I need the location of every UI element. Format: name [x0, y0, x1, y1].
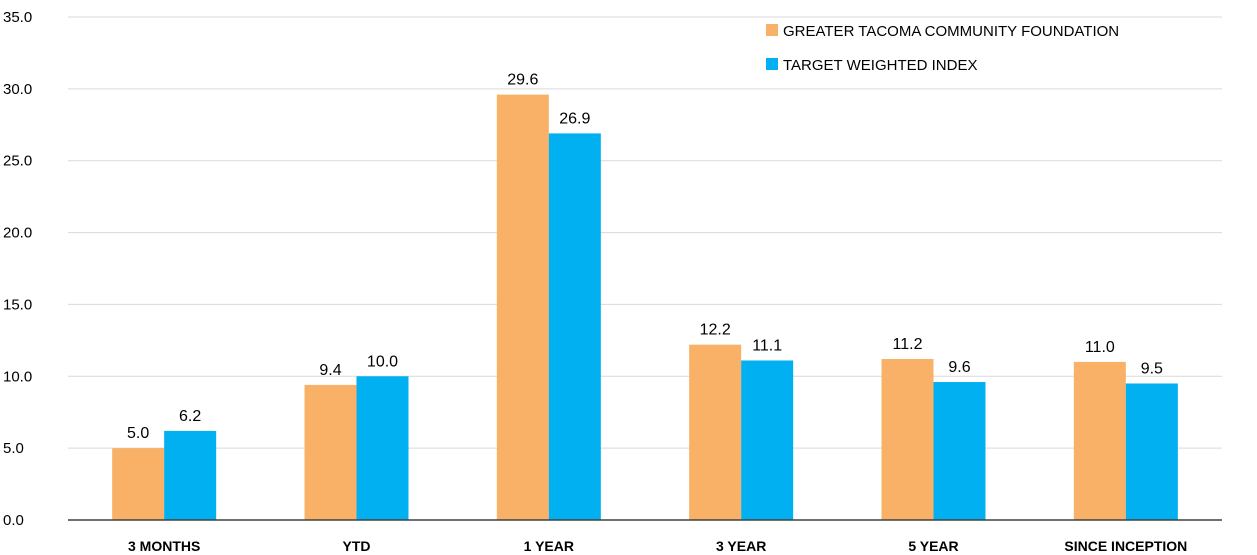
data-label: 10.0: [367, 353, 398, 370]
legend: GREATER TACOMA COMMUNITY FOUNDATION TARGE…: [766, 23, 1119, 74]
bar: [689, 344, 742, 520]
y-tick-label: 5.0: [3, 440, 24, 457]
y-tick-label: 35.0: [3, 9, 32, 26]
data-label: 9.4: [319, 362, 341, 379]
data-label: 29.6: [507, 72, 538, 89]
data-label: 11.0: [1085, 339, 1115, 356]
x-category-label: 1 YEAR: [524, 538, 574, 554]
bar: [304, 384, 357, 520]
y-tick-label: 25.0: [3, 153, 32, 170]
data-label: 11.2: [893, 336, 923, 353]
bar: [356, 376, 409, 520]
bar: [741, 360, 794, 520]
data-labels: 5.0 6.2 9.4 10.0 29.6 26.9 12.2 11.1 11.2 9.6 11.0…: [127, 72, 1163, 443]
legend-swatch: [766, 58, 778, 70]
bar: [1073, 361, 1126, 520]
x-category-label: 3 YEAR: [716, 538, 766, 554]
gridlines: [68, 16, 1222, 521]
bars: [112, 94, 1178, 520]
data-label: 5.0: [127, 425, 149, 442]
data-label: 12.2: [700, 322, 731, 339]
x-axis: 3 MONTHS YTD 1 YEAR 3 YEAR 5 YEAR SINCE INCEP…: [68, 519, 1222, 554]
y-tick-label: 0.0: [3, 512, 24, 529]
legend-label: TARGET WEIGHTED INDEX: [783, 57, 977, 74]
x-category-label: SINCE INCEPTION: [1064, 538, 1187, 554]
y-axis: 0.0 5.0 10.0 15.0 20.0 25.0 30.0 35.0: [3, 9, 32, 529]
bar: [933, 382, 986, 520]
data-label: 11.1: [752, 337, 782, 354]
bar: [881, 359, 934, 520]
bar: [1125, 383, 1178, 520]
bar: [548, 133, 601, 520]
x-category-label: YTD: [343, 538, 371, 554]
data-label: 9.5: [1141, 360, 1163, 377]
bar: [112, 448, 165, 520]
data-label: 26.9: [559, 110, 590, 127]
y-tick-label: 20.0: [3, 225, 32, 242]
data-label: 9.6: [948, 359, 970, 376]
x-category-label: 3 MONTHS: [128, 538, 200, 554]
y-tick-label: 30.0: [3, 81, 32, 98]
x-category-label: 5 YEAR: [908, 538, 958, 554]
data-label: 6.2: [179, 408, 201, 425]
legend-label: GREATER TACOMA COMMUNITY FOUNDATION: [783, 23, 1119, 40]
bar: [164, 430, 217, 520]
y-tick-label: 15.0: [3, 296, 32, 313]
bar: [496, 94, 549, 520]
legend-swatch: [766, 24, 778, 36]
y-tick-label: 10.0: [3, 368, 32, 385]
